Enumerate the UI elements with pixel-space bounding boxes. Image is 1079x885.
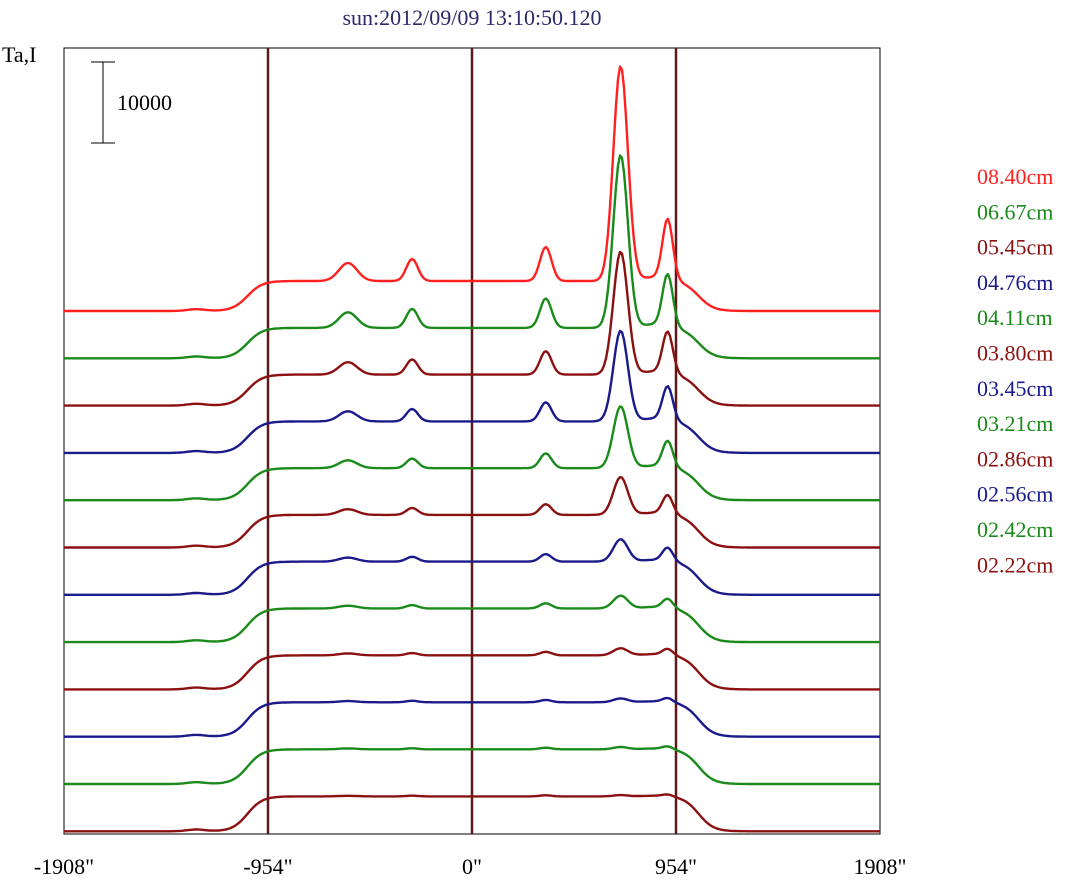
x-tick-label-1: -954" (243, 854, 292, 879)
series-line-2 (64, 250, 880, 407)
series-line-9 (64, 696, 880, 738)
legend-entry-4: 04.11cm (977, 305, 1053, 330)
series-line-10 (64, 745, 880, 786)
scale-bar-label: 10000 (117, 90, 172, 115)
legend-entry-0: 08.40cm (977, 164, 1053, 189)
series-line-11 (64, 793, 880, 833)
legend-entry-9: 02.56cm (977, 482, 1053, 507)
x-tick-label-0: -1908" (34, 854, 94, 879)
series-group (64, 65, 880, 833)
legend: 08.40cm 06.67cm 05.45cm 04.76cm 04.11cm 03.80… (977, 164, 1053, 577)
legend-entry-10: 02.42cm (977, 517, 1053, 542)
series-line-4 (64, 405, 880, 502)
series-line-6 (64, 538, 880, 596)
legend-entry-5: 03.80cm (977, 341, 1053, 366)
scale-bar: 10000 (91, 61, 172, 144)
chart-title: sun:2012/09/09 13:10:50.120 (342, 5, 601, 30)
x-tick-labels: -1908" -954" 0" 954" 1908" (34, 854, 907, 879)
series-line-8 (64, 647, 880, 691)
series-line-0 (64, 65, 880, 313)
legend-entry-3: 04.76cm (977, 270, 1053, 295)
series-line-1 (64, 154, 880, 360)
legend-entry-6: 03.45cm (977, 376, 1053, 401)
legend-entry-8: 02.86cm (977, 446, 1053, 471)
x-tick-label-2: 0" (462, 854, 482, 879)
series-line-3 (64, 329, 880, 455)
series-line-5 (64, 476, 880, 549)
legend-entry-11: 02.22cm (977, 552, 1053, 577)
x-tick-label-4: 1908" (854, 854, 907, 879)
x-tick-label-3: 954" (655, 854, 697, 879)
legend-entry-2: 05.45cm (977, 235, 1053, 260)
vertical-lines (266, 48, 678, 834)
series-line-7 (64, 594, 880, 644)
y-axis-label: Ta,I (2, 42, 37, 67)
legend-entry-1: 06.67cm (977, 199, 1053, 224)
legend-entry-7: 03.21cm (977, 411, 1053, 436)
